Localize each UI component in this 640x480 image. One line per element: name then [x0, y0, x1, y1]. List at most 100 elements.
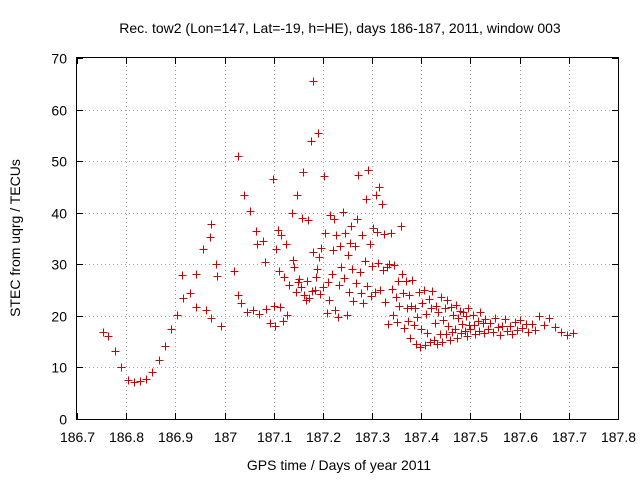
- data-point: [155, 356, 164, 365]
- data-point: [363, 282, 372, 291]
- data-point: [212, 260, 221, 269]
- data-point: [279, 317, 288, 326]
- data-point: [321, 229, 330, 238]
- data-point: [393, 318, 402, 327]
- data-point: [369, 224, 378, 233]
- data-point: [466, 325, 475, 334]
- data-point: [411, 304, 420, 313]
- data-point: [402, 277, 411, 286]
- data-point: [299, 168, 308, 177]
- x-tick-label: 186.7: [60, 429, 95, 445]
- data-point: [341, 229, 350, 238]
- data-point: [399, 289, 408, 298]
- data-point: [433, 340, 442, 349]
- data-point: [332, 231, 341, 240]
- data-point: [394, 277, 403, 286]
- data-point: [400, 324, 409, 333]
- data-point: [339, 208, 348, 217]
- x-tick-label: 187.8: [601, 429, 636, 445]
- data-point: [280, 273, 289, 282]
- data-point: [130, 378, 139, 387]
- data-point: [276, 303, 285, 312]
- data-point: [346, 239, 355, 248]
- data-point: [285, 281, 294, 290]
- data-point: [314, 129, 323, 138]
- data-point: [357, 289, 366, 298]
- data-point: [397, 222, 406, 231]
- data-point: [230, 267, 239, 276]
- data-point: [309, 77, 318, 86]
- data-point: [240, 191, 249, 200]
- data-point: [474, 317, 483, 326]
- data-point: [569, 329, 578, 338]
- data-point: [259, 237, 268, 246]
- y-tick-label: 0: [59, 412, 67, 428]
- data-point: [415, 288, 424, 297]
- data-point: [186, 289, 195, 298]
- data-point: [178, 271, 187, 280]
- data-point: [454, 314, 463, 323]
- data-point: [416, 343, 425, 352]
- data-point: [451, 325, 460, 334]
- grid-lines: [77, 58, 618, 419]
- x-tick-label: 186.8: [109, 429, 144, 445]
- data-point: [524, 328, 533, 337]
- data-point: [319, 283, 328, 292]
- data-point: [551, 323, 560, 332]
- data-point: [513, 326, 522, 335]
- data-point: [368, 262, 377, 271]
- y-axis-label: STEC from uqrg / TECUs: [7, 159, 23, 317]
- data-point: [442, 330, 451, 339]
- data-point: [354, 171, 363, 180]
- data-point: [331, 306, 340, 315]
- data-point: [192, 303, 201, 312]
- data-point: [491, 314, 500, 323]
- data-point: [404, 317, 413, 326]
- data-point: [375, 183, 384, 192]
- data-point: [315, 253, 324, 262]
- data-point: [352, 279, 361, 288]
- data-point: [297, 283, 306, 292]
- data-point: [446, 336, 455, 345]
- data-point: [378, 200, 387, 209]
- data-point: [255, 310, 264, 319]
- y-tick-label: 40: [51, 206, 67, 222]
- data-point: [508, 330, 517, 339]
- data-point: [269, 175, 278, 184]
- y-tick-label: 50: [51, 154, 67, 170]
- data-point: [481, 315, 490, 324]
- data-point: [303, 277, 312, 286]
- data-point: [336, 242, 345, 251]
- data-point: [489, 328, 498, 337]
- data-point: [261, 258, 270, 267]
- y-tick-label: 10: [51, 360, 67, 376]
- x-tick-label: 187.7: [552, 429, 587, 445]
- data-point: [317, 244, 326, 253]
- data-point: [418, 299, 427, 308]
- data-point: [494, 323, 503, 332]
- data-point: [262, 305, 271, 314]
- data-point: [420, 286, 429, 295]
- data-point: [413, 313, 422, 322]
- y-tick-label: 30: [51, 257, 67, 273]
- data-point: [407, 302, 416, 311]
- data-point: [213, 272, 222, 281]
- data-point: [484, 325, 493, 334]
- data-point: [243, 308, 252, 317]
- data-point: [469, 311, 478, 320]
- data-point: [453, 334, 462, 343]
- data-point: [217, 322, 226, 331]
- data-point: [398, 270, 407, 279]
- data-point: [173, 311, 182, 320]
- data-point: [458, 320, 467, 329]
- data-point: [289, 256, 298, 265]
- data-point: [476, 308, 485, 317]
- data-point: [309, 248, 318, 257]
- data-point: [422, 310, 431, 319]
- data-point: [207, 220, 216, 229]
- data-point: [343, 311, 352, 320]
- data-point: [480, 329, 489, 338]
- data-point: [167, 325, 176, 334]
- data-point: [392, 293, 401, 302]
